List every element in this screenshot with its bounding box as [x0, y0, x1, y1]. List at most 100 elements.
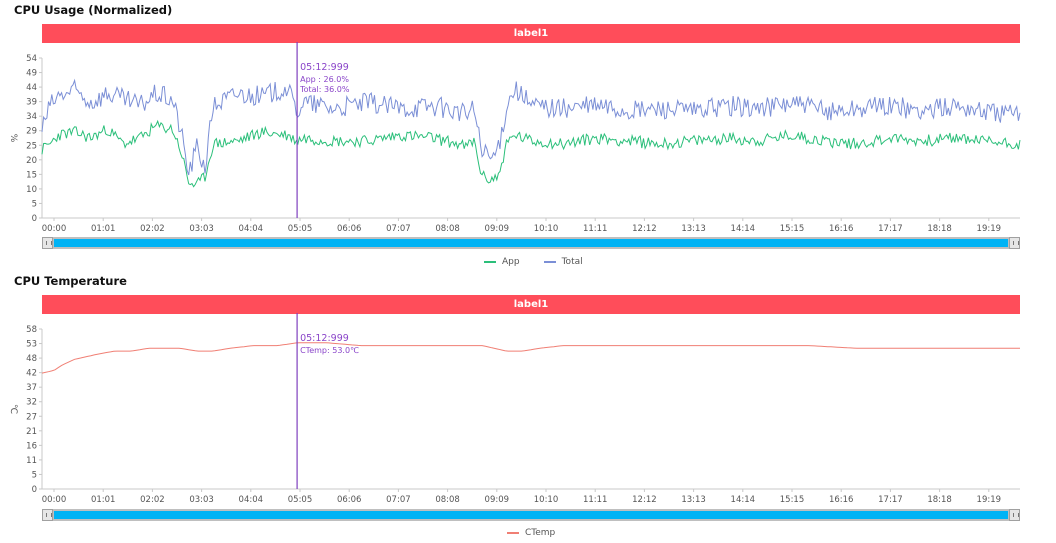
cpu-usage-panel: CPU Usage (Normalized) label1 0 5 10 15 20 25…	[0, 3, 1056, 270]
y-tick-label: 32	[26, 398, 37, 408]
x-tick-label: 13:13	[681, 224, 706, 234]
y-tick-label: 0	[32, 214, 37, 224]
x-tick-label: 05:05	[288, 495, 313, 505]
cpu-usage-label-bar[interactable]: label1	[42, 24, 1020, 43]
y-tick-label: 27	[26, 412, 37, 422]
x-tick-label: 03:03	[189, 224, 214, 234]
cpu-temperature-chart[interactable]: 0 5 11 16 21 27 32 37 42 48 53 58 ℃ 00:00 01:01 02:02 03…	[0, 311, 1056, 541]
cpu-usage-title: CPU Usage (Normalized)	[14, 3, 173, 17]
legend-label-app: App	[502, 257, 520, 267]
cursor-value-label: Total: 36.0%	[299, 85, 350, 94]
cpu-temperature-title: CPU Temperature	[14, 274, 127, 288]
y-axis-label: %	[8, 134, 18, 143]
x-tick-label: 05:05	[288, 224, 313, 234]
x-tick-label: 13:13	[681, 495, 706, 505]
x-tick-label: 12:12	[632, 224, 657, 234]
x-tick-label: 15:15	[780, 224, 805, 234]
x-tick-label: 08:08	[435, 224, 460, 234]
x-tick-label: 12:12	[632, 495, 657, 505]
x-tick-label: 10:10	[534, 224, 559, 234]
y-tick-label: 25	[26, 141, 37, 151]
x-tick-label: 14:14	[731, 224, 756, 234]
cpu-temperature-panel: CPU Temperature label1 0 5 11 16 21 27 32 37 42 4…	[0, 272, 1056, 543]
x-tick-label: 00:00	[42, 224, 67, 234]
x-tick-label: 07:07	[386, 224, 411, 234]
x-tick-label: 06:06	[337, 224, 362, 234]
x-tick-label: 07:07	[386, 495, 411, 505]
cpu-temperature-legend: CTemp	[507, 528, 573, 538]
x-tick-label: 19:19	[977, 495, 1002, 505]
x-tick-label: 19:19	[977, 224, 1002, 234]
y-tick-label: 29	[26, 127, 37, 137]
y-tick-label: 0	[32, 485, 37, 495]
x-tick-label: 09:09	[485, 224, 510, 234]
cursor-value-label: CTemp: 53.0℃	[300, 346, 359, 355]
legend-item-app[interactable]: App	[484, 257, 520, 267]
y-tick-label: 53	[26, 340, 37, 350]
y-tick-label: 5	[32, 470, 37, 480]
y-tick-label: 58	[26, 325, 37, 335]
cpu-temperature-label-bar[interactable]: label1	[42, 295, 1020, 314]
x-tick-label: 00:00	[42, 495, 67, 505]
scrollbar-left-handle[interactable]	[42, 237, 53, 249]
x-tick-label: 10:10	[534, 495, 559, 505]
scrollbar-thumb[interactable]	[54, 239, 1008, 247]
x-tick-label: 01:01	[91, 224, 116, 234]
x-tick-label: 03:03	[189, 495, 214, 505]
x-tick-label: 11:11	[583, 224, 608, 234]
legend-item-ctemp[interactable]: CTemp	[507, 528, 555, 538]
x-tick-label: 18:18	[927, 224, 952, 234]
series-line-ctemp	[41, 342, 1020, 374]
y-tick-label: 37	[26, 383, 37, 393]
scrollbar-thumb[interactable]	[54, 511, 1008, 519]
cpu-temperature-scrollbar[interactable]	[42, 509, 1020, 521]
cpu-usage-chart[interactable]: 0 5 10 15 20 25 29 34 39 44 49 54% 00:00 01:01 02:02 03…	[0, 40, 1056, 270]
y-axis-label: ℃	[8, 404, 18, 414]
legend-swatch-app	[484, 261, 496, 263]
x-tick-label: 14:14	[731, 495, 756, 505]
x-tick-label: 18:18	[927, 495, 952, 505]
x-tick-label: 15:15	[780, 495, 805, 505]
legend-label-ctemp: CTemp	[525, 528, 556, 538]
x-tick-label: 01:01	[91, 495, 116, 505]
y-tick-label: 42	[26, 369, 37, 379]
cpu-usage-legend: App Total	[484, 257, 601, 267]
y-tick-label: 21	[26, 427, 37, 437]
y-tick-label: 39	[26, 98, 37, 108]
cursor-time-label: 05:12:999	[300, 62, 349, 73]
legend-item-total[interactable]: Total	[543, 257, 583, 267]
y-tick-label: 54	[26, 54, 37, 64]
y-tick-label: 34	[26, 112, 37, 122]
y-tick-label: 20	[26, 156, 37, 166]
x-tick-label: 17:17	[878, 224, 903, 234]
x-tick-label: 02:02	[140, 495, 165, 505]
cursor-value-label: App : 26.0%	[300, 75, 349, 84]
x-tick-label: 06:06	[337, 495, 362, 505]
x-tick-label: 04:04	[239, 224, 264, 234]
scrollbar-left-handle[interactable]	[42, 509, 53, 521]
y-tick-label: 10	[26, 185, 37, 195]
y-tick-label: 44	[26, 83, 37, 93]
cpu-usage-scrollbar[interactable]	[42, 237, 1020, 249]
y-tick-label: 49	[26, 69, 37, 79]
series-line-app	[41, 119, 1021, 188]
scrollbar-right-handle[interactable]	[1009, 509, 1020, 521]
x-tick-label: 04:04	[239, 495, 264, 505]
x-tick-label: 09:09	[485, 495, 510, 505]
scrollbar-right-handle[interactable]	[1009, 237, 1020, 249]
y-tick-label: 16	[26, 441, 37, 451]
legend-swatch-total	[543, 261, 556, 263]
x-tick-label: 17:17	[878, 495, 903, 505]
x-tick-label: 16:16	[829, 495, 854, 505]
series-line-total	[41, 78, 1021, 176]
y-tick-label: 11	[26, 456, 37, 466]
x-tick-label: 11:11	[583, 495, 608, 505]
legend-label-total: Total	[561, 257, 583, 267]
y-tick-label: 48	[26, 354, 37, 364]
x-tick-label: 02:02	[140, 224, 165, 234]
cursor-time-label: 05:12:999	[300, 333, 349, 344]
y-tick-label: 5	[32, 199, 37, 209]
y-tick-label: 15	[26, 170, 37, 180]
legend-swatch-ctemp	[507, 532, 519, 534]
x-tick-label: 08:08	[435, 495, 460, 505]
